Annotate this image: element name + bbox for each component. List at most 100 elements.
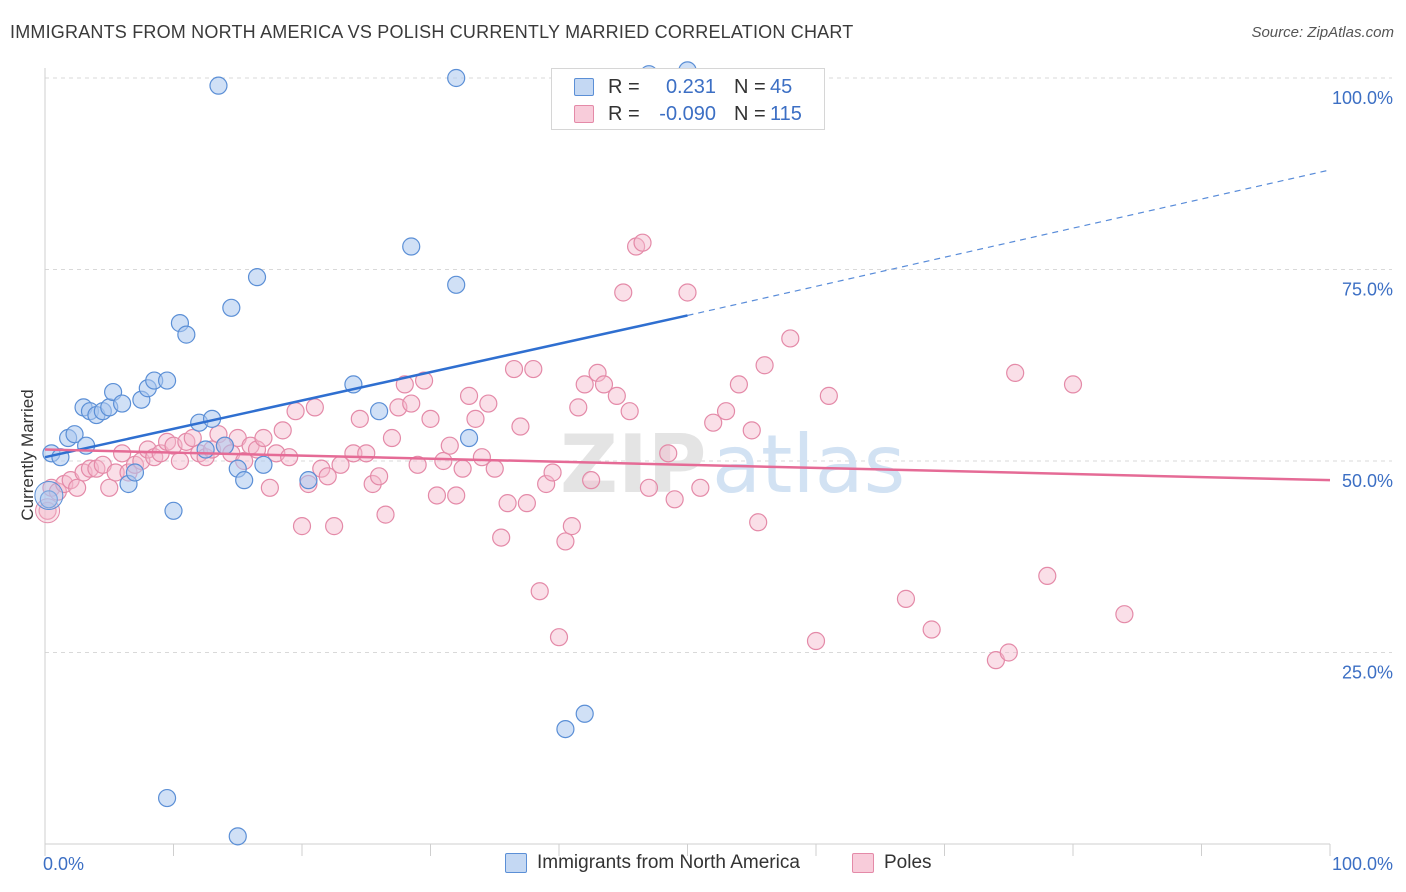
data-point-immigrants — [370, 402, 389, 421]
data-point-immigrants — [209, 76, 228, 95]
data-point-poles — [408, 455, 427, 474]
source-label: Source: ZipAtlas.com — [1251, 24, 1394, 41]
chart-title: IMMIGRANTS FROM NORTH AMERICA VS POLISH … — [10, 22, 854, 42]
data-point-immigrants — [235, 471, 254, 490]
data-point-poles — [729, 375, 749, 394]
data-point-immigrants — [299, 471, 318, 490]
data-point-poles — [549, 628, 569, 647]
tick-labels: 25.0% 50.0% 75.0% 100.0% 0.0% 100.0% — [43, 88, 1393, 874]
r-label: R = — [608, 76, 640, 98]
data-point-poles — [350, 409, 369, 428]
data-point-poles — [112, 444, 132, 463]
data-point-poles — [292, 517, 312, 536]
data-point-immigrants — [247, 268, 267, 287]
trend-line-immigrants-projection — [687, 169, 1331, 317]
data-point-poles — [370, 467, 389, 486]
n-label: N = — [734, 76, 766, 98]
data-point-poles — [479, 394, 498, 413]
data-point-immigrants — [459, 428, 479, 448]
data-point-poles — [755, 356, 774, 375]
data-point-immigrants — [254, 455, 273, 474]
data-point-poles — [305, 398, 324, 417]
data-point-immigrants — [39, 490, 58, 509]
legend-swatch-blue — [574, 78, 594, 96]
data-point-poles — [260, 478, 279, 497]
data-point-immigrants — [228, 827, 247, 846]
r-label: R = — [608, 103, 640, 125]
data-point-immigrants — [222, 298, 241, 317]
n-value: 45 — [770, 76, 793, 98]
data-point-poles — [466, 409, 485, 428]
data-point-poles — [524, 359, 543, 379]
data-point-poles — [691, 478, 710, 497]
data-point-poles — [999, 643, 1018, 662]
data-point-poles — [498, 494, 517, 513]
data-point-poles — [659, 444, 678, 463]
trend-lines — [44, 169, 1331, 482]
stats-box: R = 0.231 N = 45 R = -0.090 N = 115 — [551, 68, 825, 130]
series-poles — [35, 233, 1134, 670]
data-point-immigrants — [575, 704, 594, 723]
data-point-poles — [325, 517, 344, 536]
data-point-poles — [421, 409, 440, 428]
data-point-poles — [1006, 363, 1025, 383]
data-point-poles — [704, 413, 723, 432]
y-tick-label: 50.0% — [1342, 471, 1393, 491]
data-point-poles — [562, 517, 581, 536]
n-value: 115 — [770, 103, 802, 125]
data-point-poles — [896, 589, 916, 608]
data-point-poles — [781, 329, 800, 348]
data-point-poles — [440, 436, 459, 455]
data-point-immigrants — [157, 788, 177, 808]
data-point-poles — [742, 421, 761, 440]
data-point-poles — [537, 474, 556, 494]
data-point-poles — [68, 478, 87, 497]
data-point-poles — [434, 451, 453, 471]
data-point-immigrants — [164, 501, 183, 520]
data-point-immigrants — [556, 719, 575, 739]
data-point-poles — [254, 428, 273, 448]
data-point-poles — [517, 494, 536, 513]
stats-row-immigrants: R = 0.231 N = 45 — [552, 74, 824, 100]
data-point-poles — [100, 478, 119, 497]
data-point-poles — [357, 444, 376, 463]
y-tick-label: 75.0% — [1342, 280, 1393, 300]
data-point-poles — [504, 359, 524, 379]
legend-label: Immigrants from North America — [537, 852, 800, 873]
data-point-poles — [588, 363, 607, 383]
data-point-poles — [922, 620, 941, 639]
legend-label: Poles — [884, 852, 932, 873]
data-point-cluster-blue — [34, 480, 64, 510]
data-point-immigrants — [196, 440, 215, 459]
data-point-poles — [447, 486, 466, 505]
data-point-poles — [382, 428, 402, 448]
data-point-immigrants — [402, 237, 421, 256]
data-point-immigrants — [157, 371, 177, 390]
data-point-poles — [318, 467, 337, 486]
series-immigrants-north-america — [34, 61, 697, 846]
data-point-poles — [1038, 566, 1057, 586]
data-point-poles — [614, 283, 633, 302]
data-point-poles — [459, 386, 479, 405]
data-point-immigrants — [177, 325, 196, 344]
data-point-poles — [620, 402, 639, 421]
legend-swatch-blue — [505, 853, 527, 873]
data-point-poles — [819, 386, 838, 405]
data-point-poles — [716, 402, 736, 421]
y-tick-label: 100.0% — [1332, 88, 1393, 108]
data-point-immigrants — [447, 275, 466, 294]
data-point-poles — [575, 375, 594, 394]
data-point-poles — [1115, 605, 1134, 624]
data-point-poles — [183, 428, 202, 448]
data-point-poles — [556, 532, 575, 551]
data-point-poles — [594, 375, 614, 394]
data-point-immigrants — [112, 394, 132, 413]
stats-row-poles: R = -0.090 N = 115 — [552, 101, 824, 127]
data-point-poles — [453, 459, 472, 478]
data-point-poles — [569, 398, 588, 417]
grid — [45, 77, 1392, 653]
data-point-poles — [485, 459, 504, 478]
data-point-poles — [273, 421, 292, 440]
data-point-poles — [633, 233, 652, 252]
data-point-immigrants — [447, 68, 466, 88]
